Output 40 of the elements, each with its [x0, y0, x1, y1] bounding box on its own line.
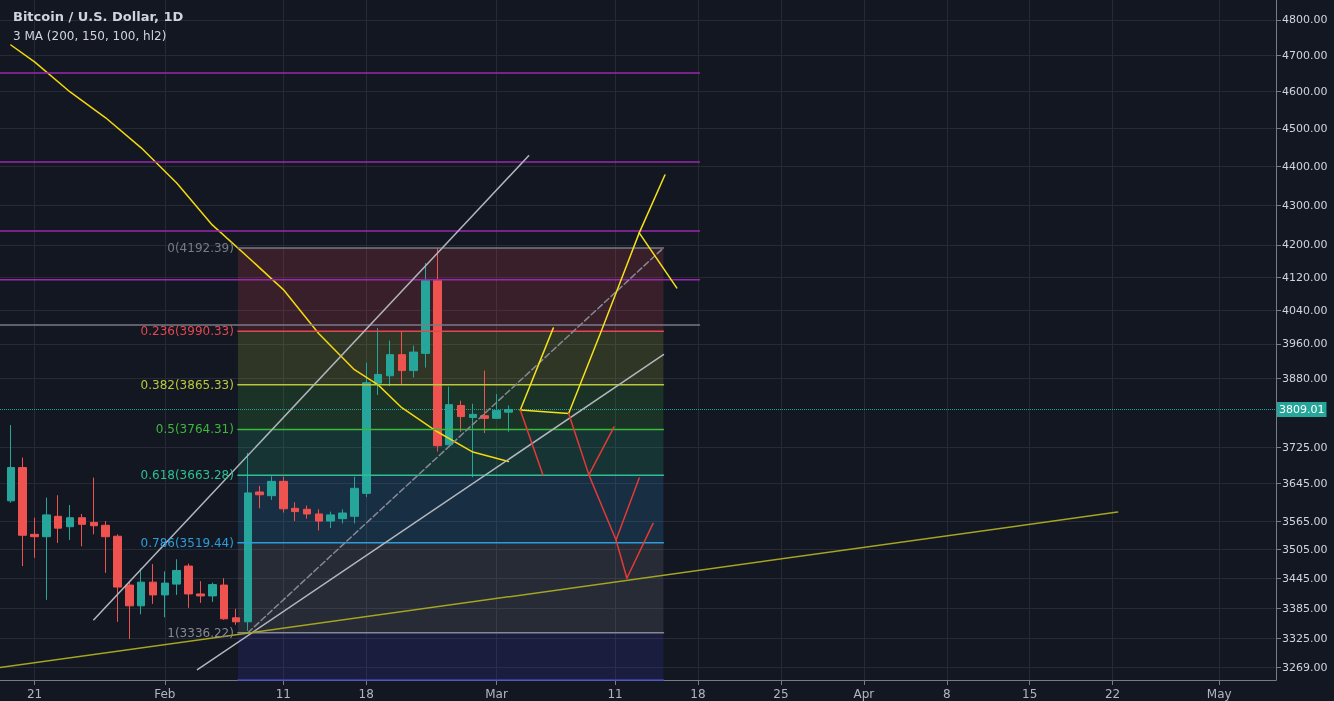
y-tick-label: 3645.00 [1282, 477, 1328, 491]
y-tick-label: 4120.00 [1282, 270, 1328, 284]
y-tick-label: 3565.00 [1282, 514, 1328, 528]
text: Bitcoin / U.S. Dollar, 1D [13, 9, 184, 24]
y-tick-label: 4600.00 [1282, 85, 1328, 99]
y-tick-label: 3505.00 [1282, 543, 1328, 557]
y-tick-label: 4300.00 [1282, 198, 1328, 212]
x-tick-label: Mar [485, 687, 508, 701]
text: 3 MA (200, 150, 100, hl2) [13, 29, 167, 43]
y-tick-label: 3445.00 [1282, 572, 1328, 586]
x-tick-label: 22 [1104, 687, 1121, 701]
x-tick-label: 21 [26, 687, 43, 701]
x-tick-label: 15 [1022, 687, 1038, 701]
x-tick-label: 25 [773, 687, 789, 701]
y-tick-label: 3269.00 [1282, 660, 1328, 674]
y-tick-label: 4200.00 [1282, 238, 1328, 252]
ref-line-label: 3809.01 [1279, 402, 1325, 416]
x-tick-label: Apr [853, 687, 875, 701]
y-tick-label: 3725.00 [1282, 440, 1328, 454]
y-tick-label: 3385.00 [1282, 601, 1328, 615]
y-tick-label: 4400.00 [1282, 159, 1328, 173]
x-tick-label: 11 [607, 687, 623, 701]
y-tick-label: 3325.00 [1282, 631, 1328, 645]
y-tick-label: 3960.00 [1282, 337, 1328, 351]
series-label: 0(4192.39) [167, 240, 234, 255]
x-tick-label: 8 [942, 687, 951, 701]
x-tick-label: Feb [154, 687, 176, 701]
series-label: 0.236(3990.33) [140, 324, 234, 339]
x-tick-label: May [1206, 687, 1232, 701]
x-tick-label: 18 [690, 687, 706, 701]
y-tick-label: 4800.00 [1282, 13, 1328, 27]
series-label: 1(3336.22) [167, 625, 234, 640]
x-tick-label: 11 [275, 687, 291, 701]
y-tick-label: 4500.00 [1282, 122, 1328, 136]
y-tick-label: 4040.00 [1282, 303, 1328, 317]
series-label: 0.382(3865.33) [140, 377, 234, 392]
x-tick-label: 18 [358, 687, 374, 701]
y-tick-label: 4700.00 [1282, 48, 1328, 62]
series-label: 0.5(3764.31) [155, 422, 234, 437]
y-tick-label: 3880.00 [1282, 371, 1328, 385]
